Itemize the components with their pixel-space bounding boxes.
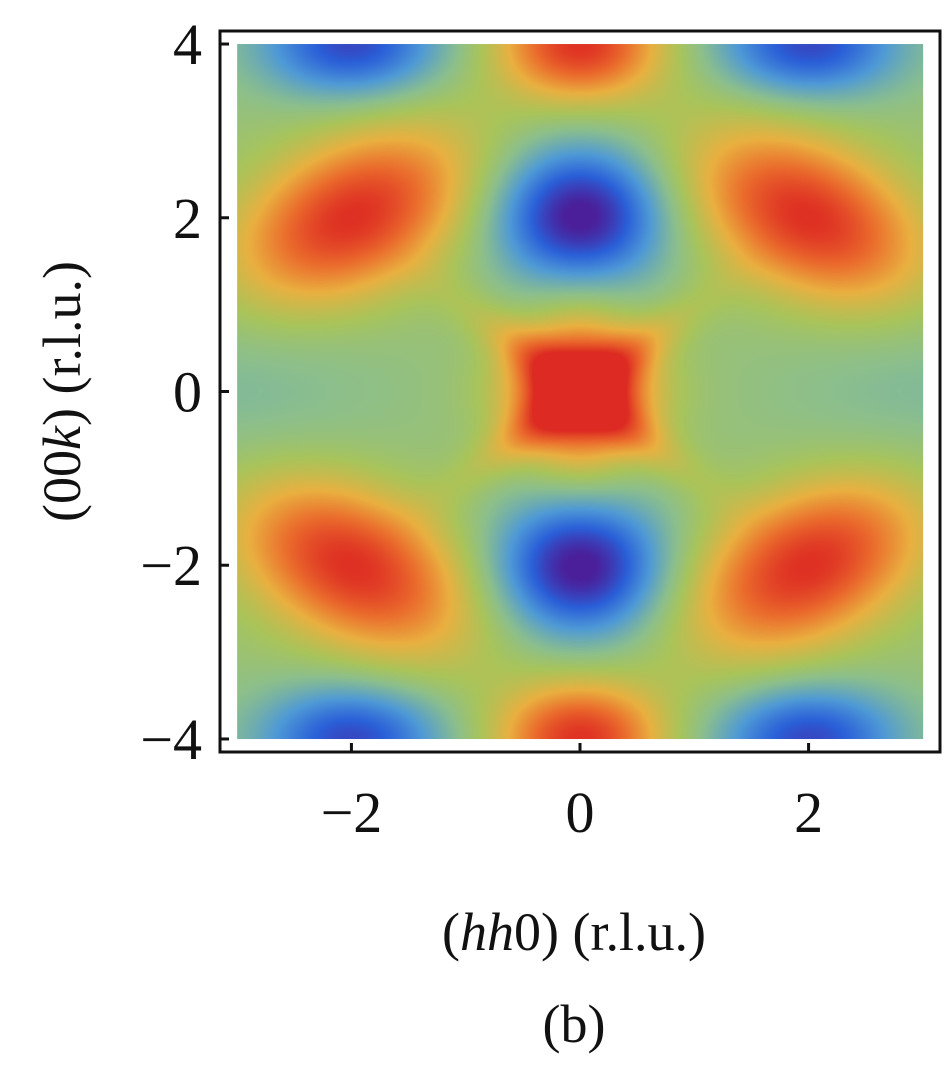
y-tick-label: 4: [173, 12, 202, 77]
y-tick-label: 0: [173, 360, 202, 425]
x-axis: −2 0 2: [321, 743, 823, 845]
panel-label: (b): [543, 994, 606, 1054]
y-axis: 4 2 0 −2 −4: [140, 12, 229, 772]
x-tick-label: 2: [794, 780, 823, 845]
y-tick-label: −2: [140, 533, 202, 598]
heatmap-image: [237, 44, 924, 740]
x-tick-label: 0: [566, 780, 595, 845]
y-tick-label: 2: [173, 186, 202, 251]
x-tick-label: −2: [321, 780, 383, 845]
y-axis-label: (00k) (r.l.u.): [32, 261, 92, 522]
x-axis-label: (hh0) (r.l.u.): [442, 902, 706, 962]
y-tick-label: −4: [140, 707, 202, 772]
